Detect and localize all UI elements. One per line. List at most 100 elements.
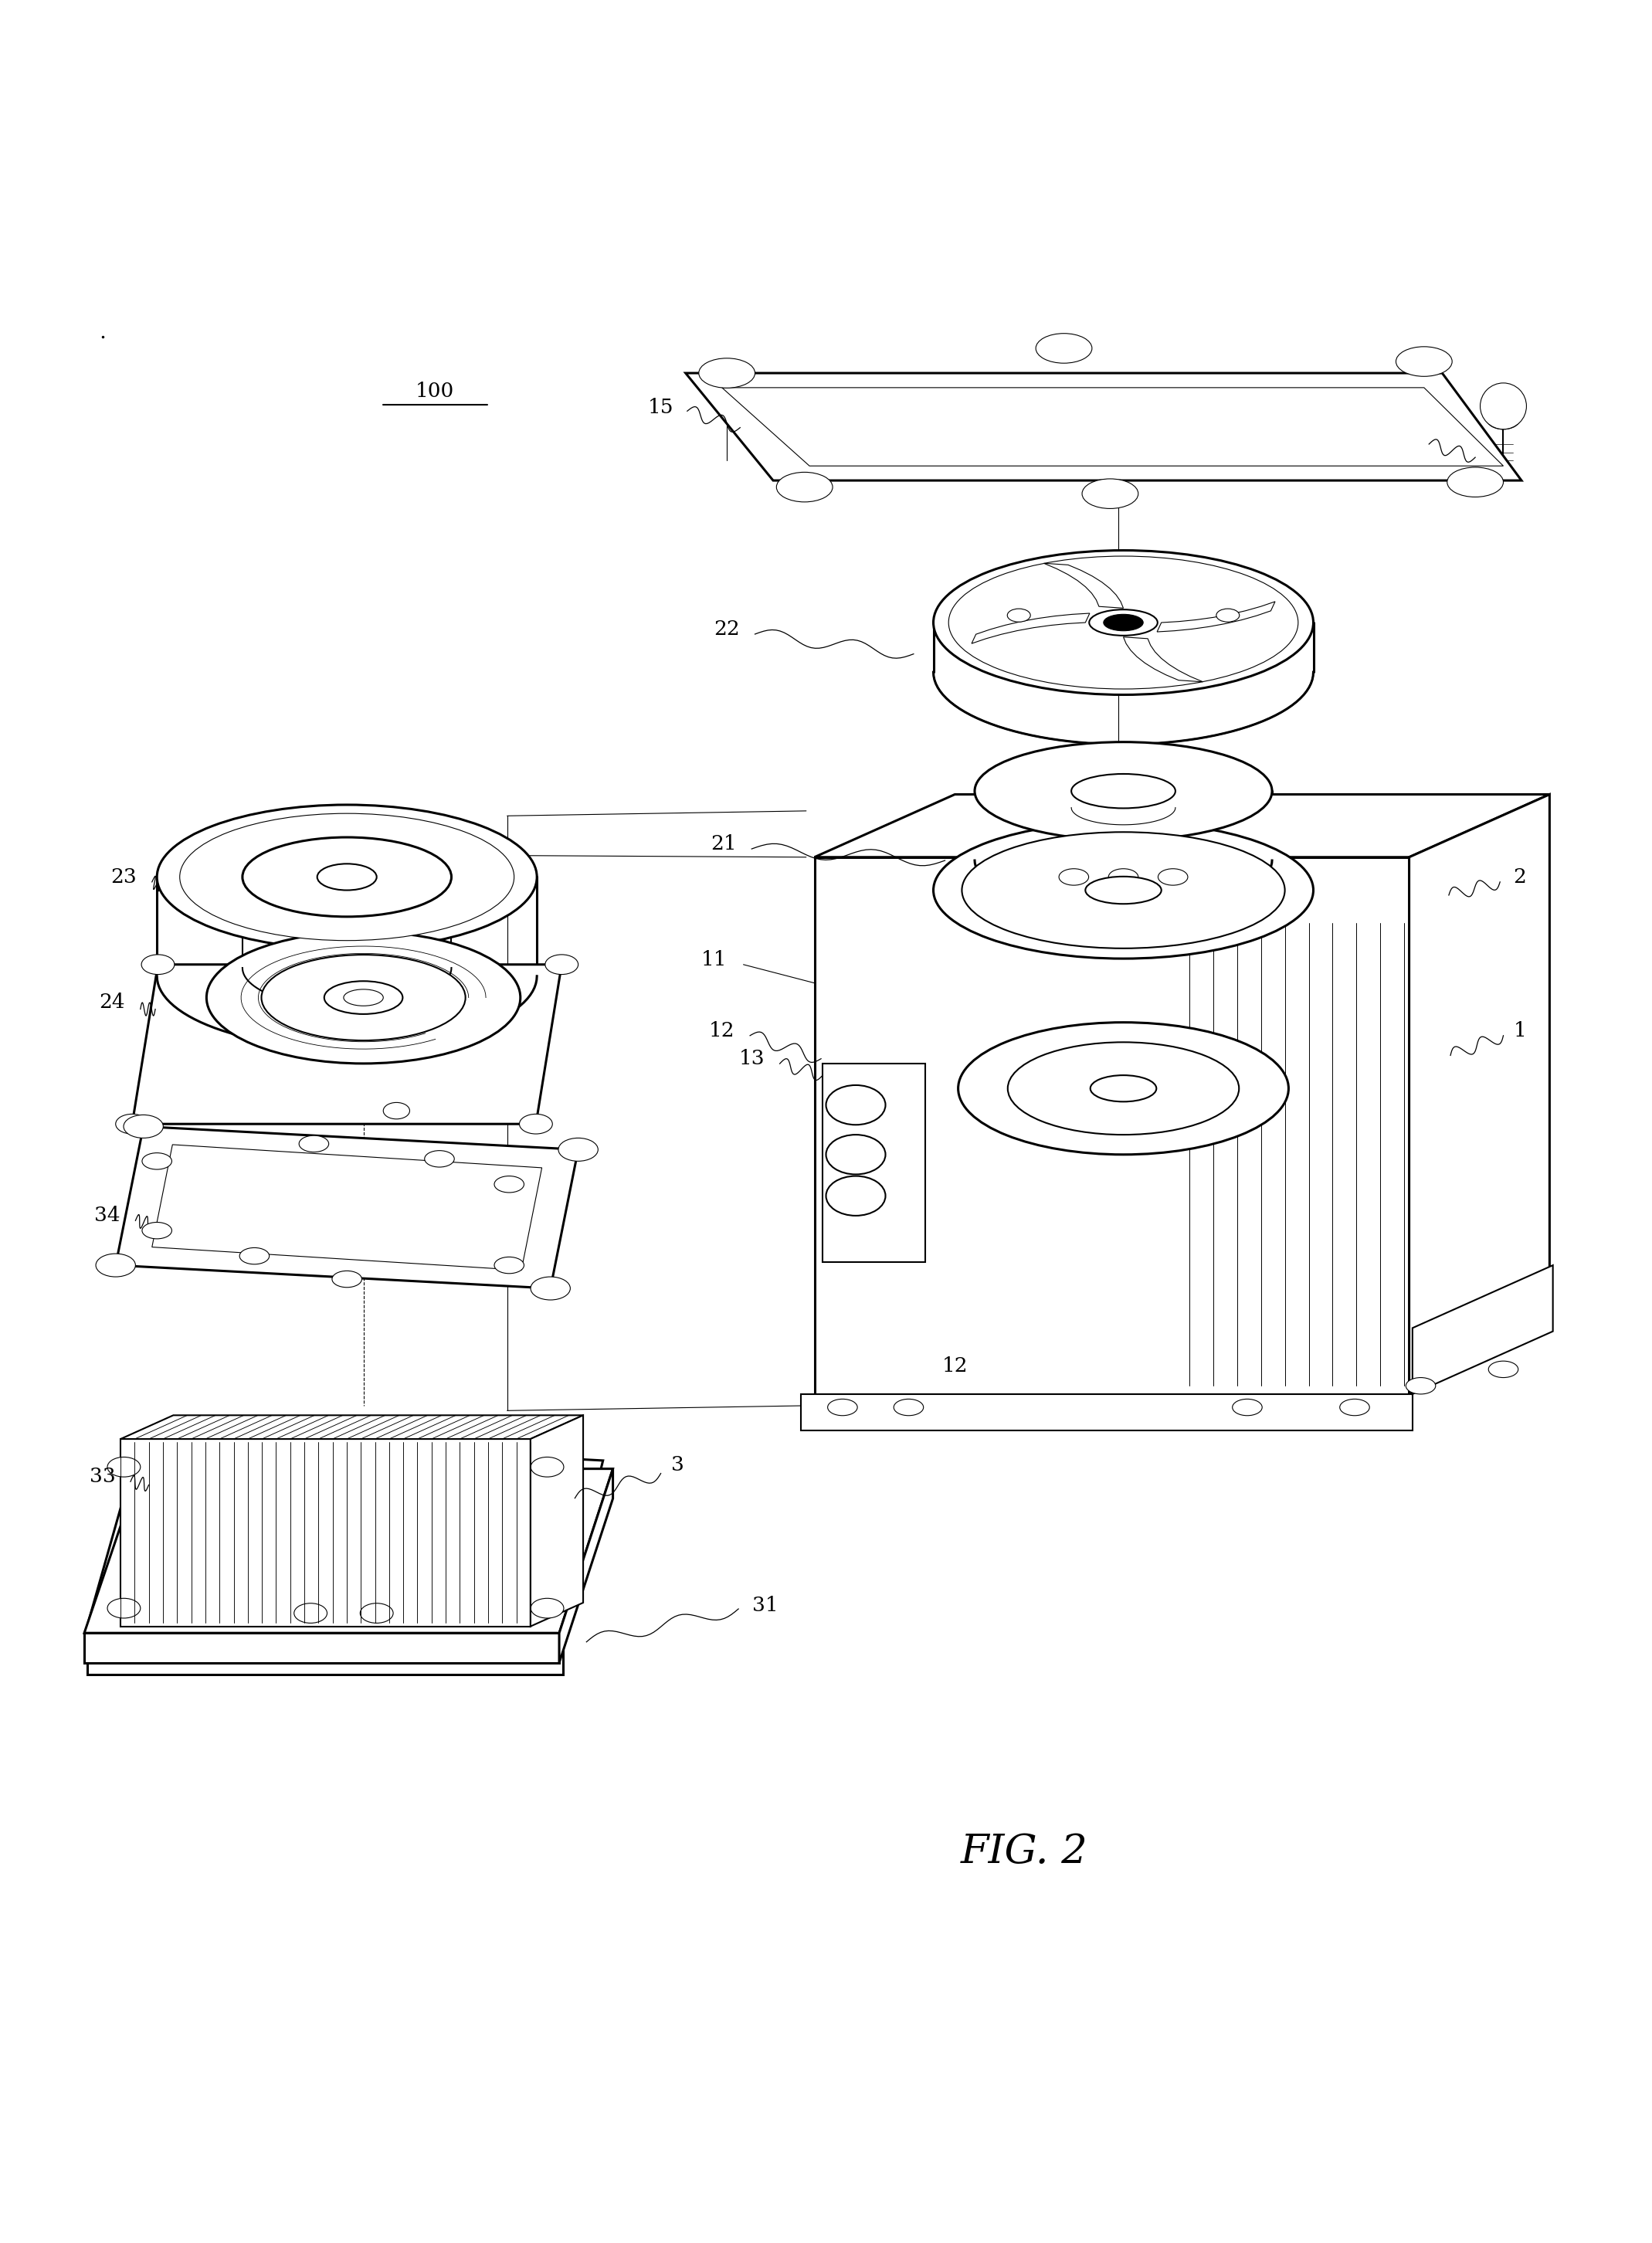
Ellipse shape bbox=[975, 742, 1272, 841]
Ellipse shape bbox=[116, 1115, 149, 1135]
Ellipse shape bbox=[1158, 868, 1188, 886]
Ellipse shape bbox=[558, 1137, 598, 1162]
Ellipse shape bbox=[1406, 1377, 1436, 1395]
Polygon shape bbox=[121, 1415, 583, 1440]
Polygon shape bbox=[558, 1469, 613, 1662]
Ellipse shape bbox=[317, 864, 377, 890]
Polygon shape bbox=[1412, 1265, 1553, 1395]
Ellipse shape bbox=[530, 1458, 563, 1476]
Ellipse shape bbox=[1008, 608, 1031, 621]
Ellipse shape bbox=[530, 1599, 563, 1617]
Polygon shape bbox=[1156, 601, 1275, 633]
Text: 15: 15 bbox=[648, 397, 674, 417]
Ellipse shape bbox=[1059, 868, 1089, 886]
Ellipse shape bbox=[519, 1115, 552, 1135]
Ellipse shape bbox=[360, 1604, 393, 1624]
Text: FIG. 2: FIG. 2 bbox=[960, 1833, 1089, 1871]
Ellipse shape bbox=[243, 837, 451, 917]
Ellipse shape bbox=[948, 556, 1298, 689]
Ellipse shape bbox=[826, 1086, 885, 1124]
Ellipse shape bbox=[961, 832, 1285, 949]
Ellipse shape bbox=[425, 1151, 454, 1166]
Polygon shape bbox=[814, 857, 1409, 1395]
Ellipse shape bbox=[530, 1276, 570, 1301]
Ellipse shape bbox=[545, 956, 578, 973]
Ellipse shape bbox=[107, 1458, 140, 1476]
Text: 22: 22 bbox=[714, 619, 740, 639]
Text: 12: 12 bbox=[709, 1021, 735, 1041]
Ellipse shape bbox=[107, 1599, 140, 1617]
Ellipse shape bbox=[324, 980, 403, 1014]
Ellipse shape bbox=[1480, 384, 1526, 428]
Ellipse shape bbox=[261, 956, 466, 1041]
Polygon shape bbox=[814, 794, 1550, 857]
Ellipse shape bbox=[1090, 1074, 1156, 1101]
Polygon shape bbox=[116, 1126, 578, 1287]
Text: 1: 1 bbox=[1513, 1021, 1526, 1041]
Ellipse shape bbox=[933, 550, 1313, 695]
Ellipse shape bbox=[699, 359, 755, 388]
Ellipse shape bbox=[180, 814, 514, 940]
Polygon shape bbox=[84, 1633, 558, 1662]
Polygon shape bbox=[88, 1436, 603, 1624]
Polygon shape bbox=[722, 388, 1503, 467]
Ellipse shape bbox=[142, 1153, 172, 1169]
Ellipse shape bbox=[958, 1023, 1289, 1155]
Text: 100: 100 bbox=[415, 381, 454, 401]
Ellipse shape bbox=[828, 1400, 857, 1415]
Polygon shape bbox=[152, 1144, 542, 1270]
Ellipse shape bbox=[124, 1115, 164, 1137]
Polygon shape bbox=[88, 1649, 563, 1673]
Ellipse shape bbox=[344, 989, 383, 1005]
Text: 23: 23 bbox=[111, 868, 137, 886]
Ellipse shape bbox=[142, 1222, 172, 1238]
Text: 11: 11 bbox=[700, 951, 727, 969]
Ellipse shape bbox=[240, 1247, 269, 1265]
Ellipse shape bbox=[1108, 868, 1138, 886]
Text: 34: 34 bbox=[94, 1207, 121, 1225]
Text: 33: 33 bbox=[89, 1467, 116, 1487]
Polygon shape bbox=[801, 1395, 1412, 1431]
Polygon shape bbox=[823, 1063, 925, 1263]
Ellipse shape bbox=[1396, 348, 1452, 377]
Ellipse shape bbox=[206, 931, 520, 1063]
Polygon shape bbox=[132, 964, 562, 1124]
Text: 21: 21 bbox=[710, 834, 737, 855]
Ellipse shape bbox=[1036, 334, 1092, 363]
Ellipse shape bbox=[1104, 615, 1143, 630]
Text: 3: 3 bbox=[671, 1456, 684, 1476]
Ellipse shape bbox=[299, 1135, 329, 1153]
Ellipse shape bbox=[1070, 774, 1175, 807]
Text: 24: 24 bbox=[99, 994, 126, 1012]
Ellipse shape bbox=[1089, 610, 1158, 635]
Ellipse shape bbox=[1216, 608, 1239, 621]
Ellipse shape bbox=[1232, 1400, 1262, 1415]
Ellipse shape bbox=[1487, 410, 1520, 428]
Ellipse shape bbox=[494, 1175, 524, 1193]
Ellipse shape bbox=[1488, 1362, 1518, 1377]
Polygon shape bbox=[1123, 637, 1203, 682]
Ellipse shape bbox=[776, 473, 833, 502]
Polygon shape bbox=[530, 1415, 583, 1626]
Text: 16: 16 bbox=[1394, 428, 1421, 449]
Ellipse shape bbox=[1085, 877, 1161, 904]
Ellipse shape bbox=[142, 956, 175, 973]
Ellipse shape bbox=[826, 1175, 885, 1216]
Ellipse shape bbox=[933, 821, 1313, 958]
Polygon shape bbox=[121, 1440, 530, 1626]
Text: 2: 2 bbox=[1513, 868, 1526, 886]
Ellipse shape bbox=[1082, 478, 1138, 509]
Ellipse shape bbox=[332, 1272, 362, 1287]
Text: 12: 12 bbox=[942, 1357, 968, 1375]
Polygon shape bbox=[686, 372, 1521, 480]
Text: 13: 13 bbox=[738, 1050, 765, 1068]
Ellipse shape bbox=[1340, 1400, 1370, 1415]
Ellipse shape bbox=[894, 1400, 923, 1415]
Ellipse shape bbox=[1008, 1043, 1239, 1135]
Ellipse shape bbox=[383, 1104, 410, 1119]
Polygon shape bbox=[1409, 794, 1550, 1395]
Ellipse shape bbox=[494, 1256, 524, 1274]
Polygon shape bbox=[1044, 563, 1123, 608]
Ellipse shape bbox=[826, 1135, 885, 1175]
Text: 31: 31 bbox=[752, 1597, 778, 1615]
